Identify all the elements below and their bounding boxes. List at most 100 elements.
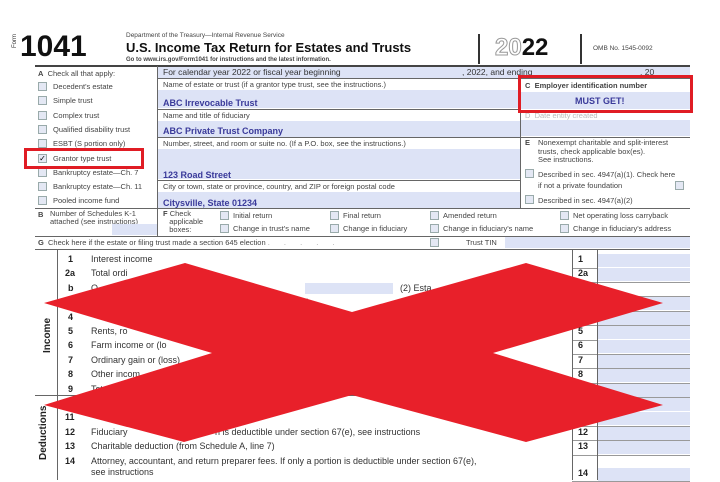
line-text: Charitable deduction (from Schedule A, l…	[91, 441, 275, 452]
f-option-label: Net operating loss carryback	[573, 211, 669, 220]
omb-number: OMB No. 1545-0092	[593, 45, 653, 52]
ein-label: C Employer identification number	[525, 81, 648, 90]
f-checkbox[interactable]	[220, 224, 229, 233]
f-option-label: Change in fiduciary	[343, 224, 408, 233]
line-amount-field[interactable]	[598, 326, 690, 339]
section-g-text: G Check here if the estate or filing tru…	[38, 238, 341, 247]
line-number: 13	[65, 441, 76, 452]
name-value: ABC Irrevocable Trust	[163, 98, 258, 108]
tax-year: 2022	[495, 34, 549, 62]
ein-field[interactable]	[521, 92, 690, 109]
calendar-text: For calendar year 2022 or fiscal year be…	[163, 67, 341, 77]
f-option-label: Change in fiduciary's address	[573, 224, 672, 233]
line-box-number: 13	[578, 441, 589, 452]
section-b-label: Number of Schedules K-1 attached (see in…	[50, 209, 138, 226]
a-option-label: Simple trust	[53, 96, 93, 106]
a-option-label: Qualified disability trust	[53, 124, 131, 134]
f-option-label: Final return	[343, 211, 381, 220]
line-text: Rents, ro	[91, 326, 128, 336]
line-amount-field[interactable]	[598, 441, 690, 455]
f-option-label: Initial return	[233, 211, 273, 220]
a-checkbox[interactable]	[38, 96, 47, 106]
name-field[interactable]	[158, 90, 520, 108]
a-checkbox[interactable]	[38, 124, 47, 134]
fiduciary-field[interactable]	[158, 121, 520, 137]
a-option-label: Grantor type trust	[53, 153, 112, 163]
line-number: 2a	[65, 268, 76, 279]
f-checkbox[interactable]	[560, 211, 569, 220]
fiduciary-label: Name and title of fiduciary	[163, 111, 250, 120]
beneficiaries-field[interactable]	[305, 282, 393, 294]
street-field[interactable]	[158, 149, 520, 179]
section-f-title: F Check applicable boxes:	[163, 209, 204, 234]
line-text-2: n is deductible under section 67(e), see…	[215, 426, 421, 437]
a-checkbox[interactable]	[38, 196, 47, 206]
city-field[interactable]	[158, 192, 520, 208]
calendar-year-field[interactable]	[158, 67, 690, 78]
section-b-text: B	[38, 210, 44, 219]
form-subtitle: Go to www.irs.gov/Form1041 for instructi…	[126, 57, 331, 63]
line-amount-field[interactable]	[598, 268, 690, 282]
line-amount-field[interactable]	[598, 254, 690, 267]
a-option-label: Bankruptcy estate—Ch. 11	[53, 182, 143, 192]
e-option1-label: Described in sec. 4947(a)(1). Check here	[538, 170, 676, 179]
line-amount-field[interactable]	[598, 354, 690, 368]
line-box-number: 8	[578, 369, 584, 380]
line-number: 12	[65, 426, 76, 437]
line-box-number: 6	[578, 340, 584, 351]
f-checkbox[interactable]	[560, 224, 569, 233]
line-amount-field[interactable]	[598, 340, 690, 354]
f-checkbox[interactable]	[430, 211, 439, 220]
street-value: 123 Road Street	[163, 170, 232, 180]
line-number: 4	[68, 311, 74, 322]
line-box-number: 5	[578, 326, 584, 336]
section-e-text: E Nonexempt charitable and split-interest…	[525, 138, 669, 164]
line-box-number: 2a	[578, 268, 589, 279]
line-text: Interest income	[91, 254, 153, 264]
f-option-label: Change in fiduciary's name	[443, 224, 534, 233]
e-private-foundation-checkbox[interactable]	[675, 181, 684, 190]
f-checkbox[interactable]	[220, 211, 229, 220]
e-option1-checkbox[interactable]	[525, 169, 534, 178]
a-option-label: Complex trust	[53, 110, 100, 120]
line-text: Farm income or (lo	[91, 340, 167, 351]
f-checkbox[interactable]	[330, 224, 339, 233]
f-checkbox[interactable]	[430, 224, 439, 233]
a-checkbox[interactable]: ✓	[38, 153, 47, 163]
a-checkbox[interactable]	[38, 139, 47, 149]
line-amount-field[interactable]	[598, 467, 690, 481]
a-option-label: Decedent's estate	[53, 82, 113, 91]
line-box-number: 1	[578, 254, 584, 264]
line-number: 6	[68, 340, 74, 351]
city-label: City or town, state or province, country…	[163, 182, 395, 191]
f-option-label: Change in trust's name	[233, 224, 310, 233]
a-option-label: ESBT (S portion only)	[53, 139, 126, 149]
ein-highlight-box	[518, 75, 693, 113]
e-option2-checkbox[interactable]	[525, 195, 534, 204]
line-amount-field[interactable]	[598, 369, 690, 383]
section-645-checkbox[interactable]	[430, 238, 439, 247]
line-amount-field[interactable]	[598, 426, 690, 440]
calendar-end: , 20	[640, 67, 655, 77]
date-created-field[interactable]	[521, 120, 690, 136]
department: Department of the Treasury—Internal Reve…	[126, 32, 285, 39]
a-checkbox[interactable]	[38, 82, 47, 91]
a-option-label: Bankruptcy estate—Ch. 7	[53, 167, 139, 177]
red-x-mark	[44, 263, 663, 442]
line-text: Ordinary gain or (loss)	[91, 354, 181, 365]
section-a-title: A Check all that apply:	[38, 69, 116, 78]
street-label: Number, street, and room or suite no. (I…	[163, 139, 406, 148]
a-checkbox[interactable]	[38, 110, 47, 120]
line-text: Total ordi	[91, 268, 128, 279]
line-number: 1	[68, 254, 74, 264]
line-box-number: 14	[578, 467, 589, 478]
line-text: Attorney, accountant, and return prepare…	[91, 455, 477, 466]
f-checkbox[interactable]	[330, 211, 339, 220]
a-checkbox[interactable]	[38, 182, 47, 192]
grantor-highlight-box	[24, 148, 144, 169]
trust-tin-field[interactable]	[505, 237, 690, 248]
trust-tin-label: Trust TIN	[466, 238, 497, 247]
k1-count-field[interactable]	[112, 224, 157, 235]
line-box-number: 12	[578, 426, 589, 437]
